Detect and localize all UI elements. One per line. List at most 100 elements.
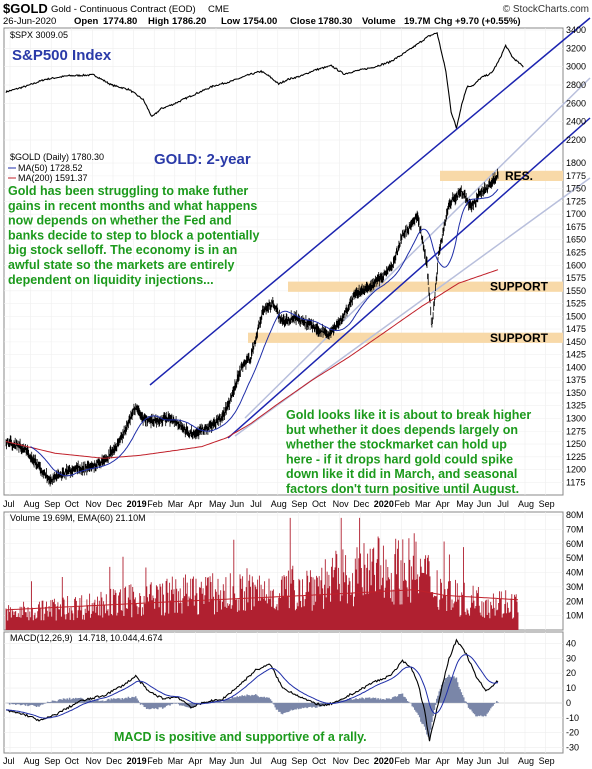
x-tick-top-17: Dec xyxy=(353,499,370,509)
x-tick-bottom-0: Jul xyxy=(3,756,15,766)
header-chg-label: Chg xyxy=(434,16,453,27)
header-open-label: Open xyxy=(74,16,98,27)
macd-legend-value-macd: 14.718, xyxy=(78,633,108,643)
header-volume-label: Volume xyxy=(362,16,396,27)
note-top-line-2: now depends on whether the Fed and xyxy=(8,214,232,228)
x-tick-top-19: Feb xyxy=(394,499,410,509)
x-tick-top-2: Sep xyxy=(44,499,60,509)
ma200-line xyxy=(5,269,499,459)
x-tick-bottom-5: Dec xyxy=(106,756,123,766)
x-tick-top-20: Mar xyxy=(415,499,431,509)
gold-y-tick-6: 1650 xyxy=(566,235,586,245)
band-label-2: SUPPORT xyxy=(490,331,549,345)
gold-annotation-top: Gold has been struggling to make futherg… xyxy=(8,184,259,287)
gold-y-tick-15: 1425 xyxy=(566,350,586,360)
gold-y-tick-8: 1600 xyxy=(566,260,586,270)
volume-legend: Volume 19.69M, EMA(60) 21.10M xyxy=(10,513,146,523)
gold-y-tick-25: 1175 xyxy=(566,477,585,487)
header-date: 26-Jun-2020 xyxy=(3,16,56,27)
x-tick-top-21: Apr xyxy=(436,499,450,509)
gold-y-tick-5: 1675 xyxy=(566,222,586,232)
price-band-0 xyxy=(440,170,563,181)
x-tick-top-26: Sep xyxy=(539,499,555,509)
header-low-value: 1754.00 xyxy=(243,16,277,27)
x-tick-top-14: Sep xyxy=(291,499,307,509)
volume-bars xyxy=(5,517,519,630)
macd-y-tick-6: -20 xyxy=(566,728,579,738)
spx-title: S&P500 Index xyxy=(12,47,112,64)
gold-legend: $GOLD (Daily) 1780.30 xyxy=(10,152,104,162)
x-tick-bottom-25: Aug xyxy=(518,756,534,766)
vol-y-tick-3: 50M xyxy=(566,553,584,563)
vol-y-tick-7: 10M xyxy=(566,611,584,621)
macd-annotation: MACD is positive and supportive of a ral… xyxy=(114,730,367,744)
vol-y-tick-0: 80M xyxy=(566,510,584,520)
gold-y-tick-3: 1725 xyxy=(566,196,586,206)
channel-light-upper xyxy=(244,77,591,419)
x-tick-top-9: Apr xyxy=(188,499,202,509)
volume-bar-set xyxy=(5,517,519,630)
gold-y-tick-17: 1375 xyxy=(566,375,586,385)
note-bottom-line-5: factors don't turn positive until August… xyxy=(286,482,519,496)
note-bottom-line-0: Gold looks like it is about to break hig… xyxy=(286,408,531,422)
x-tick-top-7: Feb xyxy=(147,499,163,509)
gold-y-tick-12: 1500 xyxy=(566,311,586,321)
x-tick-top-3: Oct xyxy=(65,499,80,509)
vol-y-tick-5: 30M xyxy=(566,582,584,592)
x-tick-top-24: Jul xyxy=(497,499,509,509)
chart-header: $GOLD Gold - Continuous Contract (EOD) C… xyxy=(3,1,589,27)
header-open-value: 1774.80 xyxy=(103,16,137,27)
macd-y-tick-3: 10 xyxy=(566,683,576,693)
gold-y-tick-11: 1525 xyxy=(566,299,586,309)
gold-y-tick-2: 1750 xyxy=(566,184,586,194)
band-label-0: RES. xyxy=(505,169,533,183)
gold-y-tick-1: 1775 xyxy=(566,171,586,181)
ma50-line xyxy=(30,188,499,477)
x-tick-top-4: Nov xyxy=(85,499,102,509)
gold-title: GOLD: 2-year xyxy=(154,151,251,168)
macd-legend-value-signal: 10.044, xyxy=(110,633,140,643)
x-tick-bottom-8: Mar xyxy=(168,756,184,766)
x-tick-bottom-12: Jul xyxy=(250,756,262,766)
x-tick-bottom-3: Oct xyxy=(65,756,80,766)
spx-y-tick-4: 2600 xyxy=(566,98,586,108)
note-bottom-line-1: but whether it does depends largely on xyxy=(286,423,518,437)
macd-signal-line xyxy=(6,654,499,719)
vol-y-tick-1: 70M xyxy=(566,524,584,534)
macd-legend-value-hist: 4.674 xyxy=(140,633,163,643)
x-tick-bottom-13: Aug xyxy=(271,756,287,766)
axis-labels: JulJulAugAugSepSepOctOctNovNovDecDec2019… xyxy=(3,25,586,766)
x-tick-bottom-23: Jun xyxy=(477,756,492,766)
channel-upper-line xyxy=(149,17,591,386)
header-low-label: Low xyxy=(221,16,241,27)
macd-legend-label: MACD(12,26,9) xyxy=(10,633,73,643)
vol-y-tick-4: 40M xyxy=(566,568,584,578)
gold-y-tick-24: 1200 xyxy=(566,465,586,475)
x-tick-bottom-20: Mar xyxy=(415,756,431,766)
channel-middle-line xyxy=(227,117,591,439)
header-high-label: High xyxy=(148,16,169,27)
spx-y-tick-5: 2400 xyxy=(566,117,586,127)
x-tick-top-0: Jul xyxy=(3,499,15,509)
vol-y-tick-6: 20M xyxy=(566,596,584,606)
x-tick-top-16: Nov xyxy=(333,499,350,509)
x-tick-top-13: Aug xyxy=(271,499,287,509)
x-tick-bottom-26: Sep xyxy=(539,756,555,766)
x-tick-top-12: Jul xyxy=(250,499,262,509)
note-bottom-line-2: whether the stockmarket can hold up xyxy=(285,438,507,452)
gold-y-tick-20: 1300 xyxy=(566,413,586,423)
header-brand: © StockCharts.com xyxy=(503,4,589,15)
spx-y-tick-3: 2800 xyxy=(566,80,586,90)
macd-y-tick-4: 0 xyxy=(566,698,571,708)
header-chg-value: +9.70 (+0.55%) xyxy=(455,16,521,27)
x-tick-bottom-10: May xyxy=(209,756,227,766)
header-volume-value: 19.7M xyxy=(404,16,430,27)
macd-panel: MACD(12,26,9) 14.718, 10.044, 4.674 MACD… xyxy=(5,633,499,744)
gold-y-tick-9: 1575 xyxy=(566,273,586,283)
x-tick-top-8: Mar xyxy=(168,499,184,509)
spx-y-tick-0: 3400 xyxy=(566,25,586,35)
spx-panel: $SPX 3009.05 S&P500 Index xyxy=(5,30,524,129)
note-top-line-3: banks decide to step to block a potentia… xyxy=(8,228,259,242)
gold-y-tick-19: 1325 xyxy=(566,401,586,411)
spx-y-tick-6: 2200 xyxy=(566,135,586,145)
